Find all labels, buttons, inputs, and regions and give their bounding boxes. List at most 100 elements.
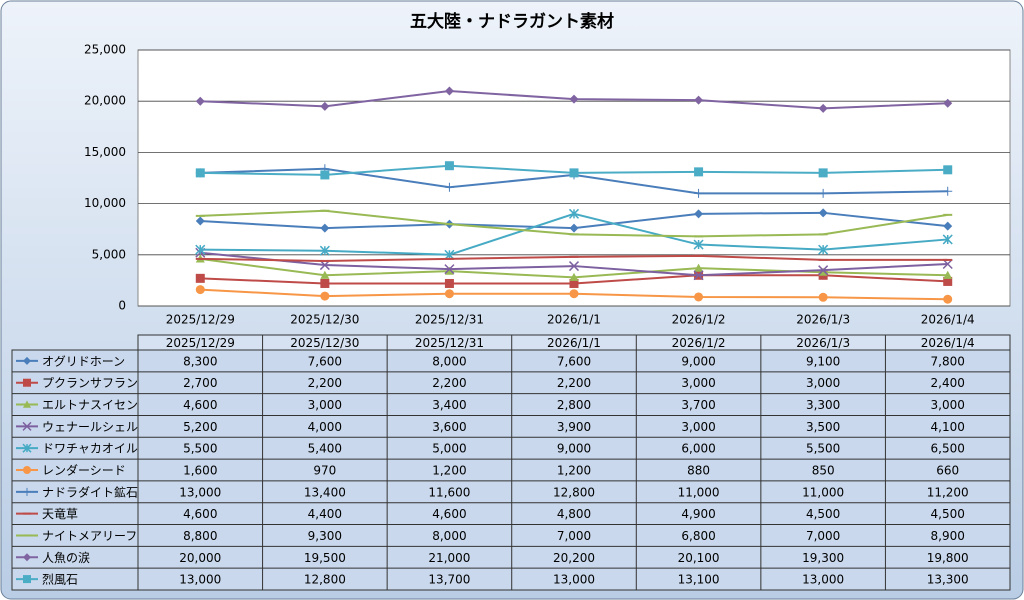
marker: [942, 234, 953, 245]
data-table: [11, 349, 1011, 591]
table-cell: 4,900: [681, 507, 715, 521]
table-cell: 8,800: [183, 529, 217, 543]
table-cell: 4,500: [806, 507, 840, 521]
legend-marker: [23, 356, 31, 365]
table-cell: 7,600: [308, 354, 342, 368]
table-cell: 11,000: [802, 485, 844, 499]
table-cell: 2,800: [557, 398, 591, 412]
marker: [569, 278, 579, 288]
marker: [694, 188, 704, 198]
marker: [444, 289, 454, 299]
x-tick-label: 2025/12/30: [290, 313, 359, 327]
legend-label: プクランサフラン: [42, 376, 138, 390]
marker: [943, 276, 953, 286]
marker: [195, 96, 205, 106]
table-cell: 5,500: [806, 442, 840, 456]
marker: [568, 261, 580, 272]
marker: [818, 168, 828, 178]
table-cell: 3,700: [681, 398, 715, 412]
marker: [320, 291, 330, 301]
marker: [444, 264, 455, 275]
table-cell: 3,300: [806, 398, 840, 412]
legend-label: ナイトメアリーフ: [42, 529, 137, 543]
x-tick-label: 2025/12/29: [166, 313, 235, 327]
marker: [694, 167, 704, 177]
marker: [694, 292, 704, 302]
marker: [195, 285, 205, 295]
table-cell: 2,200: [308, 376, 342, 390]
legend-marker: [22, 443, 32, 453]
table-header-cell: 2025/12/29: [166, 336, 235, 350]
legend-marker: [23, 487, 31, 496]
marker: [568, 208, 580, 219]
marker: [195, 244, 206, 255]
table-cell: 4,800: [557, 507, 591, 521]
y-tick-label: 0: [118, 299, 126, 313]
marker: [195, 168, 205, 178]
table-cell: 4,400: [308, 507, 342, 521]
marker: [693, 239, 704, 250]
table-cell: 880: [687, 464, 710, 478]
marker: [818, 267, 828, 276]
marker: [818, 188, 828, 198]
table-cell: 3,000: [681, 420, 715, 434]
table-cell: 9,000: [681, 354, 715, 368]
legend-label: 天竜草: [42, 507, 78, 521]
table-header-cell: 2026/1/2: [672, 336, 726, 350]
table-cell: 13,000: [553, 573, 595, 587]
table-cell: 13,700: [428, 573, 470, 587]
table-header-cell: 2026/1/4: [921, 336, 975, 350]
table-cell: 2,700: [183, 376, 217, 390]
marker: [444, 86, 454, 96]
table-cell: 3,900: [557, 420, 591, 434]
legend-label: ナドラダイト鉱石: [42, 484, 138, 499]
table-cell: 3,000: [931, 398, 965, 412]
marker: [818, 103, 828, 113]
marker: [943, 98, 953, 108]
legend-marker: [23, 378, 31, 387]
marker: [320, 270, 330, 279]
table-header-cell: 2025/12/31: [415, 336, 484, 350]
table-cell: 13,300: [927, 573, 969, 587]
table-header-cell: 2026/1/1: [547, 336, 601, 350]
table-cell: 5,500: [183, 442, 217, 456]
marker: [195, 273, 205, 283]
table-cell: 2,400: [931, 376, 965, 390]
marker: [320, 223, 330, 233]
table-cell: 7,800: [931, 354, 965, 368]
table-cell: 9,000: [557, 442, 591, 456]
legend-label: レンダーシード: [42, 463, 126, 478]
y-tick-label: 15,000: [84, 145, 126, 159]
marker: [444, 249, 455, 260]
table-cell: 4,600: [183, 507, 217, 521]
table-cell: 2,200: [557, 376, 591, 390]
marker: [569, 168, 579, 178]
table-cell: 4,600: [432, 507, 466, 521]
table-cell: 850: [812, 464, 835, 478]
marker: [818, 244, 829, 255]
table-cell: 1,200: [557, 464, 591, 478]
table-cell: 7,000: [806, 529, 840, 543]
table-cell: 9,300: [308, 529, 342, 543]
table-cell: 4,500: [931, 507, 965, 521]
table-cell: 6,000: [681, 442, 715, 456]
legend-marker: [23, 466, 31, 474]
table-cell: 19,300: [802, 551, 844, 565]
table-cell: 7,600: [557, 354, 591, 368]
table-cell: 13,000: [802, 573, 844, 587]
x-tick-label: 2025/12/31: [415, 313, 484, 327]
y-tick-label: 5,000: [92, 247, 126, 261]
marker: [943, 270, 953, 279]
marker: [818, 208, 828, 218]
marker: [195, 216, 205, 226]
y-tick-label: 10,000: [84, 196, 126, 210]
marker: [943, 294, 953, 304]
table-cell: 12,800: [553, 485, 595, 499]
table-cell: 19,800: [927, 551, 969, 565]
x-tick-label: 2026/1/3: [796, 313, 850, 327]
table-cell: 660: [936, 464, 959, 478]
table-cell: 5,200: [183, 420, 217, 434]
marker: [818, 292, 828, 302]
table-cell: 8,300: [183, 354, 217, 368]
